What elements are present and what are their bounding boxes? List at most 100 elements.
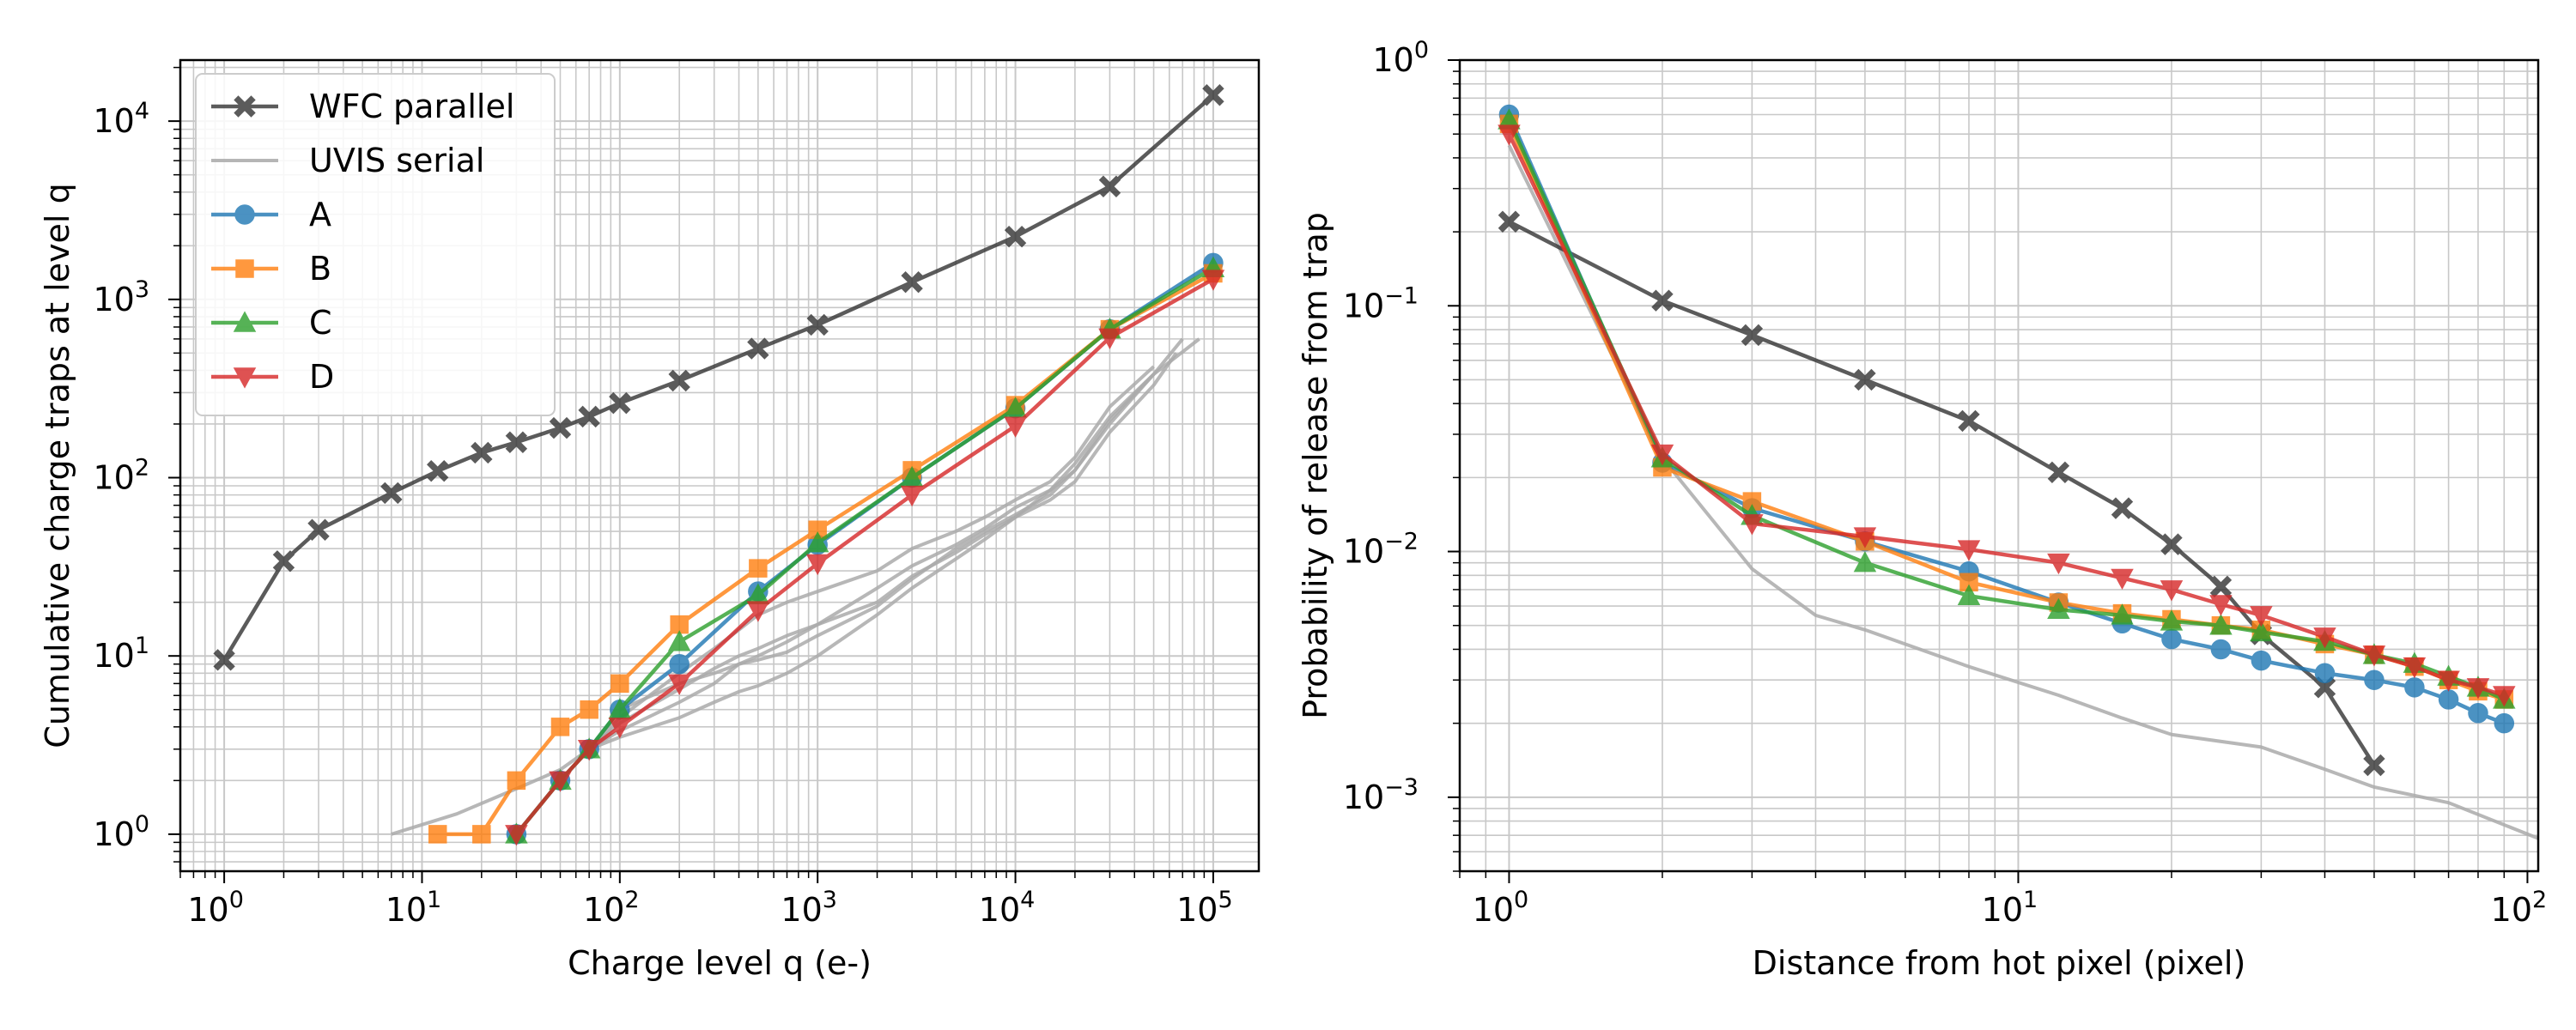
left-chart-series bbox=[213, 84, 1225, 846]
wfc-parallel-point bbox=[2111, 497, 2134, 519]
d-point bbox=[1201, 270, 1225, 291]
a-point bbox=[2468, 703, 2488, 724]
d-point bbox=[2047, 553, 2070, 575]
wfc-parallel-point bbox=[1498, 210, 1521, 233]
wfc-parallel-point bbox=[1004, 225, 1027, 248]
series-uvis-serial bbox=[587, 352, 1178, 751]
series-uvis-serial bbox=[619, 373, 1156, 712]
series-uvis-serial bbox=[587, 365, 1155, 751]
wfc-parallel-point bbox=[1741, 324, 1764, 347]
d-point bbox=[2160, 580, 2184, 602]
c-point bbox=[2111, 603, 2134, 625]
series-d bbox=[505, 270, 1225, 846]
legend-marker bbox=[234, 95, 256, 118]
wfc-parallel-point bbox=[1098, 175, 1121, 197]
legend-label: D bbox=[309, 358, 334, 396]
c-point bbox=[2160, 609, 2184, 631]
y-tick-label: 100 bbox=[1372, 37, 1429, 79]
legend-label: C bbox=[309, 304, 332, 342]
right-chart: 100 101 102 10−3 10−2 10−1 100 Distance from h… bbox=[1297, 37, 2547, 982]
y-tick-label: 104 bbox=[93, 98, 149, 140]
series-a bbox=[1498, 104, 2515, 734]
wfc-parallel-point bbox=[901, 270, 923, 294]
a-point bbox=[669, 653, 690, 675]
legend-label: UVIS serial bbox=[309, 142, 484, 179]
right-x-axis-label: Distance from hot pixel (pixel) bbox=[1753, 944, 2246, 982]
legend-marker bbox=[235, 259, 254, 278]
wfc-parallel-point bbox=[2363, 754, 2385, 777]
c-point bbox=[2250, 620, 2273, 642]
legend-label: A bbox=[309, 196, 331, 233]
d-point bbox=[2362, 645, 2386, 667]
series-uvis-serial bbox=[391, 337, 1200, 836]
left-chart-frame bbox=[179, 58, 1261, 873]
wfc-parallel-point bbox=[505, 431, 528, 453]
right-chart-series bbox=[1498, 104, 2539, 840]
wfc-parallel-point bbox=[747, 337, 769, 360]
b-point bbox=[550, 718, 570, 736]
wfc-parallel-point bbox=[380, 482, 403, 505]
wfc-parallel-line bbox=[1508, 220, 2376, 766]
d-point bbox=[2437, 670, 2460, 692]
left-chart-ticks: 100 101 102 103 104 105 100 101 102 103 104 bbox=[93, 66, 1233, 929]
d-point bbox=[1957, 540, 1981, 561]
d-point bbox=[2250, 606, 2273, 627]
wfc-parallel-point bbox=[307, 518, 330, 541]
x-tick-label: 102 bbox=[2491, 887, 2548, 929]
c-line bbox=[1507, 118, 2506, 701]
y-tick-label: 10−3 bbox=[1343, 774, 1419, 816]
legend-label: WFC parallel bbox=[309, 88, 514, 125]
c-point bbox=[2209, 614, 2233, 635]
x-tick-label: 103 bbox=[781, 887, 837, 929]
c-point bbox=[805, 531, 829, 553]
wfc-parallel-point bbox=[578, 405, 600, 428]
d-point bbox=[667, 674, 691, 695]
x-tick-label: 105 bbox=[1176, 887, 1233, 929]
d-point bbox=[746, 601, 770, 622]
y-tick-label: 101 bbox=[93, 633, 149, 675]
legend-marker bbox=[233, 311, 257, 332]
d-point bbox=[2466, 678, 2490, 700]
y-tick-label: 100 bbox=[93, 811, 149, 853]
wfc-parallel-point bbox=[2160, 533, 2183, 555]
left-x-axis-label: Charge level q (e-) bbox=[568, 944, 872, 982]
a-point bbox=[2251, 650, 2272, 671]
legend-label: B bbox=[309, 250, 331, 288]
x-tick-label: 102 bbox=[583, 887, 640, 929]
wfc-parallel-point bbox=[668, 369, 690, 392]
d-point bbox=[608, 718, 632, 739]
legend-item-a bbox=[211, 204, 278, 225]
y-tick-label: 102 bbox=[93, 454, 149, 496]
d-point bbox=[2209, 595, 2233, 616]
a-point bbox=[2404, 677, 2425, 698]
wfc-parallel-point bbox=[427, 460, 449, 482]
a-point bbox=[2314, 663, 2336, 683]
left-chart: 100 101 102 103 104 105 100 101 102 103 104 Charge… bbox=[39, 58, 1261, 982]
series-wfc-parallel bbox=[213, 84, 1224, 671]
uvis-serial-line bbox=[587, 352, 1178, 751]
wfc-parallel-point bbox=[549, 416, 572, 439]
legend-box bbox=[195, 73, 556, 416]
d-point bbox=[2111, 568, 2134, 591]
x-tick-label: 100 bbox=[187, 887, 244, 929]
uvis-serial-line bbox=[587, 365, 1155, 751]
b-point bbox=[749, 559, 768, 578]
d-point bbox=[1853, 527, 1877, 548]
uvis-serial-line bbox=[619, 373, 1156, 712]
a-point bbox=[2494, 712, 2515, 734]
legend-marker bbox=[233, 367, 257, 389]
a-point bbox=[2210, 639, 2232, 660]
right-chart-grid bbox=[1459, 59, 2538, 872]
d-point bbox=[2313, 627, 2336, 649]
x-tick-label: 100 bbox=[1473, 887, 1529, 929]
a-point bbox=[2161, 628, 2182, 650]
uvis-serial-line bbox=[391, 337, 1200, 836]
b-point bbox=[472, 825, 491, 844]
b-point bbox=[507, 771, 526, 791]
d-point bbox=[900, 485, 924, 507]
d-point bbox=[2403, 657, 2427, 679]
legend-item-wfc-parallel bbox=[211, 95, 278, 118]
y-tick-label: 10−2 bbox=[1343, 529, 1419, 571]
